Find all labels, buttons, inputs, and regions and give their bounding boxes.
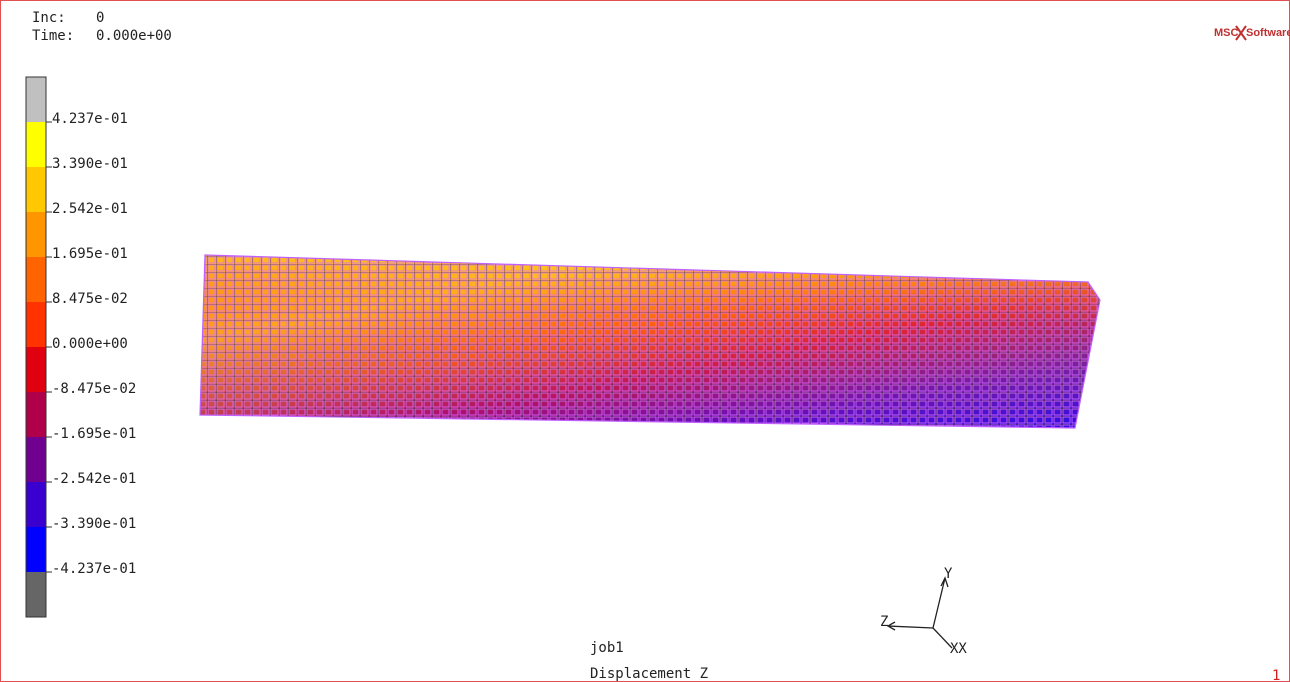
- triad-y: Y: [944, 566, 953, 582]
- legend-label: 3.390e-01: [52, 156, 128, 172]
- legend-label: 4.237e-01: [52, 111, 128, 127]
- logo-left: MSC: [1214, 27, 1239, 39]
- legend-label: -1.695e-01: [52, 426, 136, 442]
- job-name: job1: [590, 640, 624, 656]
- legend-label: -4.237e-01: [52, 561, 136, 577]
- legend-label: -8.475e-02: [52, 381, 136, 397]
- triad-x: XX: [950, 641, 967, 657]
- legend-label: -3.390e-01: [52, 516, 136, 532]
- legend-label: 0.000e+00: [52, 336, 128, 352]
- legend-label: -2.542e-01: [52, 471, 136, 487]
- page-number: 1: [1272, 668, 1280, 682]
- axis-triad: [886, 576, 953, 649]
- legend-label: 2.542e-01: [52, 201, 128, 217]
- legend-label: 8.475e-02: [52, 291, 128, 307]
- inc-label: Inc:: [32, 10, 66, 26]
- beam-model: [199, 254, 1101, 429]
- time-label: Time:: [32, 28, 74, 44]
- time-value: 0.000e+00: [96, 28, 172, 44]
- logo: MSC Software: [1214, 25, 1290, 41]
- color-legend: [25, 76, 47, 618]
- legend-label: 1.695e-01: [52, 246, 128, 262]
- triad-z: Z: [880, 614, 888, 630]
- result-name: Displacement Z: [590, 666, 708, 682]
- logo-right: Software: [1246, 27, 1290, 39]
- inc-value: 0: [96, 10, 104, 26]
